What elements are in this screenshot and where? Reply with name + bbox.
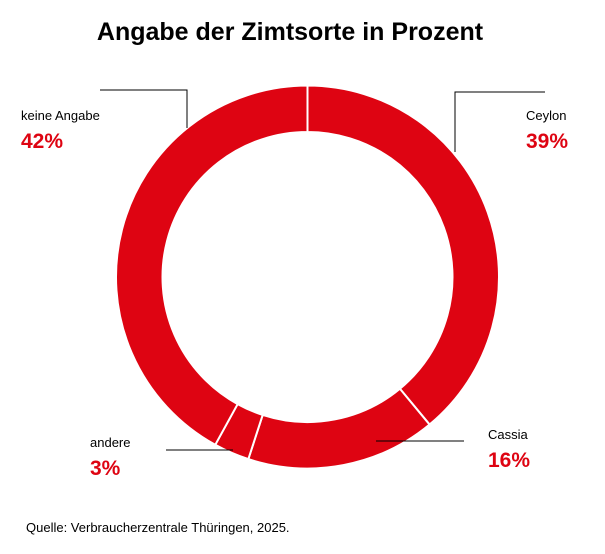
value-ceylon: 39% [526,130,569,153]
leader-line-ceylon [454,91,545,152]
value-cassia: 16% [488,449,531,472]
source-note: Quelle: Verbraucherzentrale Thüringen, 2… [26,520,290,535]
leader-line-keine-angabe [100,89,188,128]
slice-cassia [247,387,431,470]
chart-title: Angabe der Zimtsorte in Prozent [96,18,484,46]
label-cassia: Cassia [488,427,528,442]
slice-keine-angabe [115,84,309,447]
value-andere: 3% [90,457,121,480]
leader-lines [100,89,545,451]
label-keine-angabe: keine Angabe [21,108,100,123]
slice-ceylon [306,84,500,426]
label-andere: andere [90,435,131,450]
value-keine-angabe: 42% [21,130,64,153]
label-ceylon: Ceylon [526,108,567,123]
